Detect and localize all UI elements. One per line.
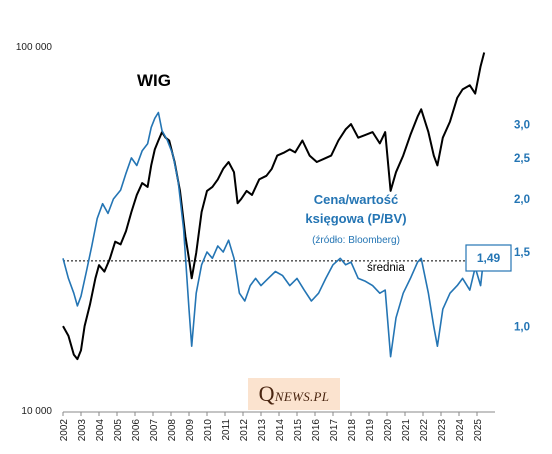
x-tick-label: 2010 <box>203 419 214 442</box>
x-tick-label: 2025 <box>473 419 484 442</box>
x-tick-label: 2002 <box>59 419 70 442</box>
left-axis-ticks: 10 000 100 000 <box>16 42 53 417</box>
source-label: (źródło: Bloomberg) <box>312 235 400 246</box>
x-tick-label: 2019 <box>365 419 376 442</box>
chart-title: WIG <box>137 71 171 90</box>
x-tick-label: 2004 <box>95 419 106 442</box>
pbv-title-line2: księgowa (P/BV) <box>305 211 406 226</box>
series-line-wig <box>62 52 486 361</box>
x-tick-label: 2008 <box>167 419 178 442</box>
x-tick-label: 2005 <box>113 419 124 442</box>
x-tick-label: 2017 <box>329 419 340 442</box>
x-tick-label: 2023 <box>437 419 448 442</box>
x-axis: 2002 2003 2004 2005 2006 2007 2008 2009 2010 2011… <box>59 411 495 442</box>
x-tick-label: 2007 <box>149 419 160 442</box>
x-tick-label: 2006 <box>131 419 142 442</box>
x-tick-label: 2015 <box>293 419 304 442</box>
x-tick-label: 2020 <box>383 419 394 442</box>
last-value-callout: 1,49 <box>477 251 501 265</box>
x-tick-label: 2024 <box>455 419 466 442</box>
x-tick-label: 2013 <box>257 419 268 442</box>
x-tick-label: 2021 <box>401 419 412 442</box>
series-layer <box>62 52 486 361</box>
x-tick-label: 2016 <box>311 419 322 442</box>
series-line-p-bv <box>62 111 485 358</box>
last-value-callout-box <box>465 244 512 272</box>
right-tick-label: 1,0 <box>514 322 530 334</box>
right-tick-label: 2,5 <box>514 153 531 165</box>
right-tick-label: 1,5 <box>514 247 531 259</box>
right-tick-label: 3,0 <box>514 119 530 131</box>
average-label: średnia <box>367 262 405 274</box>
left-tick-label: 10 000 <box>21 406 52 417</box>
right-axis-ticks: 1,0 1,5 2,0 2,5 3,0 <box>514 119 531 333</box>
qnews-logo: QNEWS.PL <box>248 378 340 410</box>
pbv-title-line1: Cena/wartość <box>314 192 399 207</box>
x-tick-label: 2011 <box>221 419 232 441</box>
x-tick-label: 2022 <box>419 419 430 442</box>
x-tick-label: 2003 <box>77 419 88 442</box>
x-tick-label: 2014 <box>275 419 286 442</box>
left-tick-label: 100 000 <box>16 42 53 53</box>
x-tick-label: 2009 <box>185 419 196 442</box>
x-tick-label: 2018 <box>347 419 358 442</box>
x-tick-label: 2012 <box>239 419 250 442</box>
right-tick-label: 2,0 <box>514 194 530 206</box>
